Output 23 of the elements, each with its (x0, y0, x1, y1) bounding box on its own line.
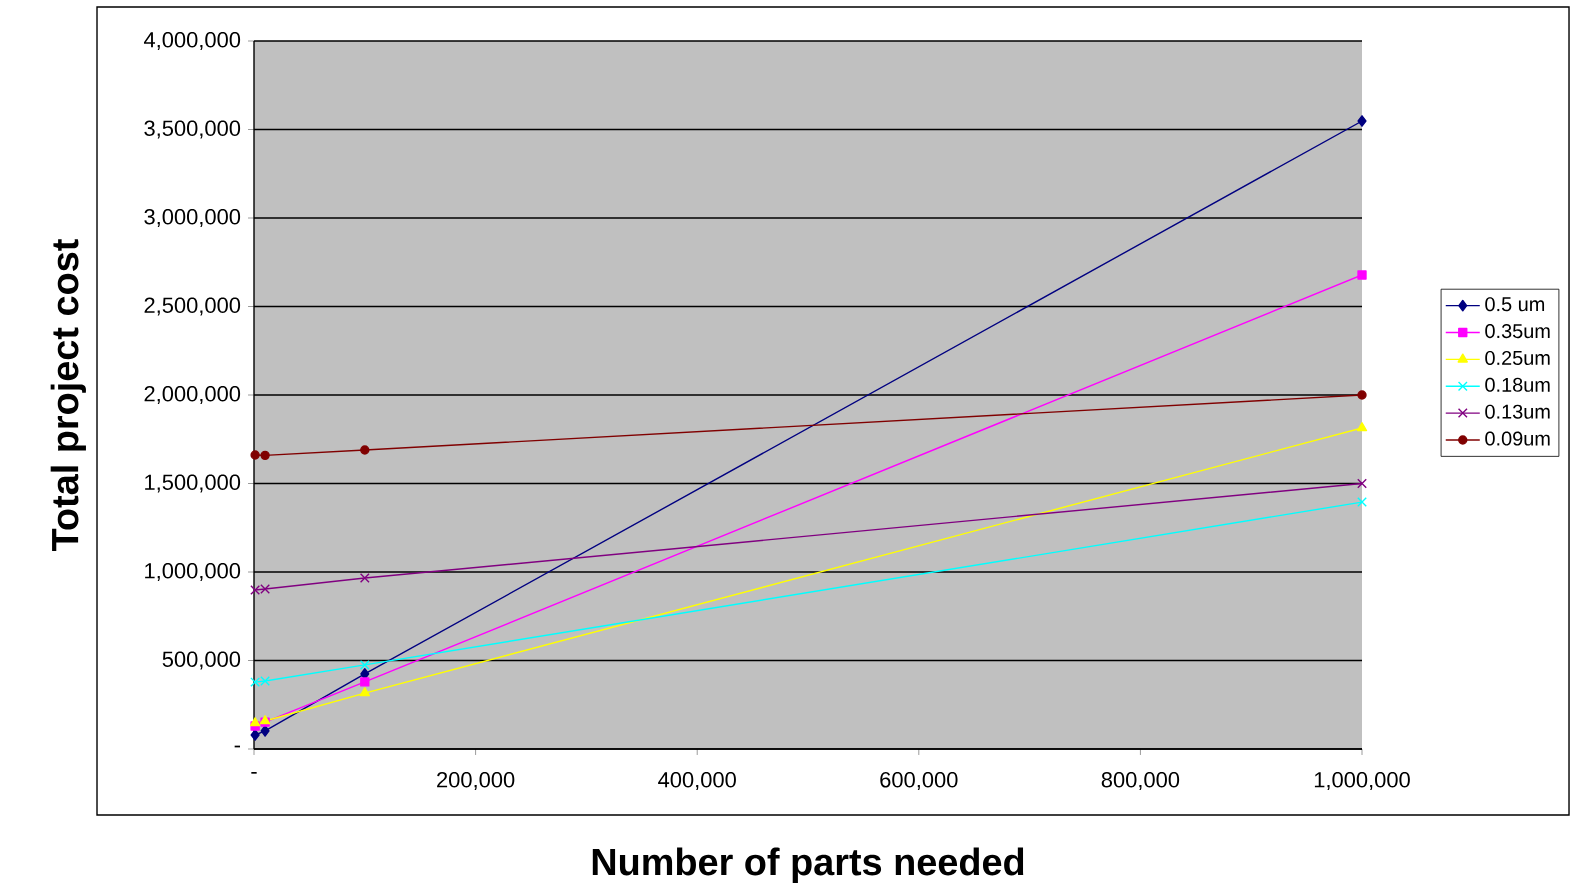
legend-label: 0.35um (1485, 324, 1550, 339)
y-tick-label: 3,500,000 (144, 120, 241, 139)
y-tick-label: 500,000 (162, 651, 241, 670)
y-tick-label: 4,000,000 (143, 32, 241, 51)
legend-label: 0.09um (1485, 431, 1550, 446)
y-tick-label: 2,500,000 (144, 297, 241, 316)
legend-label: 0.5 um (1485, 297, 1545, 312)
x-tick-label: 200,000 (437, 772, 515, 791)
x-tick-label: 400,000 (658, 772, 736, 791)
y-tick-label: 1,000,000 (145, 563, 241, 582)
legend-label: 0.25um (1485, 351, 1550, 366)
x-tick-label: 800,000 (1101, 772, 1180, 791)
y-tick-label: 3,000,000 (144, 209, 241, 228)
legend-label: 0.13um (1485, 404, 1550, 419)
y-axis-title: Total project cost (50, 239, 86, 552)
x-tick-label: 600,000 (880, 772, 958, 791)
legend-label: 0.18um (1485, 378, 1550, 393)
y-tick-label: - (234, 745, 240, 748)
y-tick-label: 1,500,000 (145, 474, 241, 493)
x-tick-label: - (251, 772, 257, 774)
x-tick-label: 1,000,000 (1314, 772, 1410, 791)
x-axis-title: Number of parts needed (592, 847, 1024, 884)
y-tick-label: 2,000,000 (144, 386, 241, 405)
